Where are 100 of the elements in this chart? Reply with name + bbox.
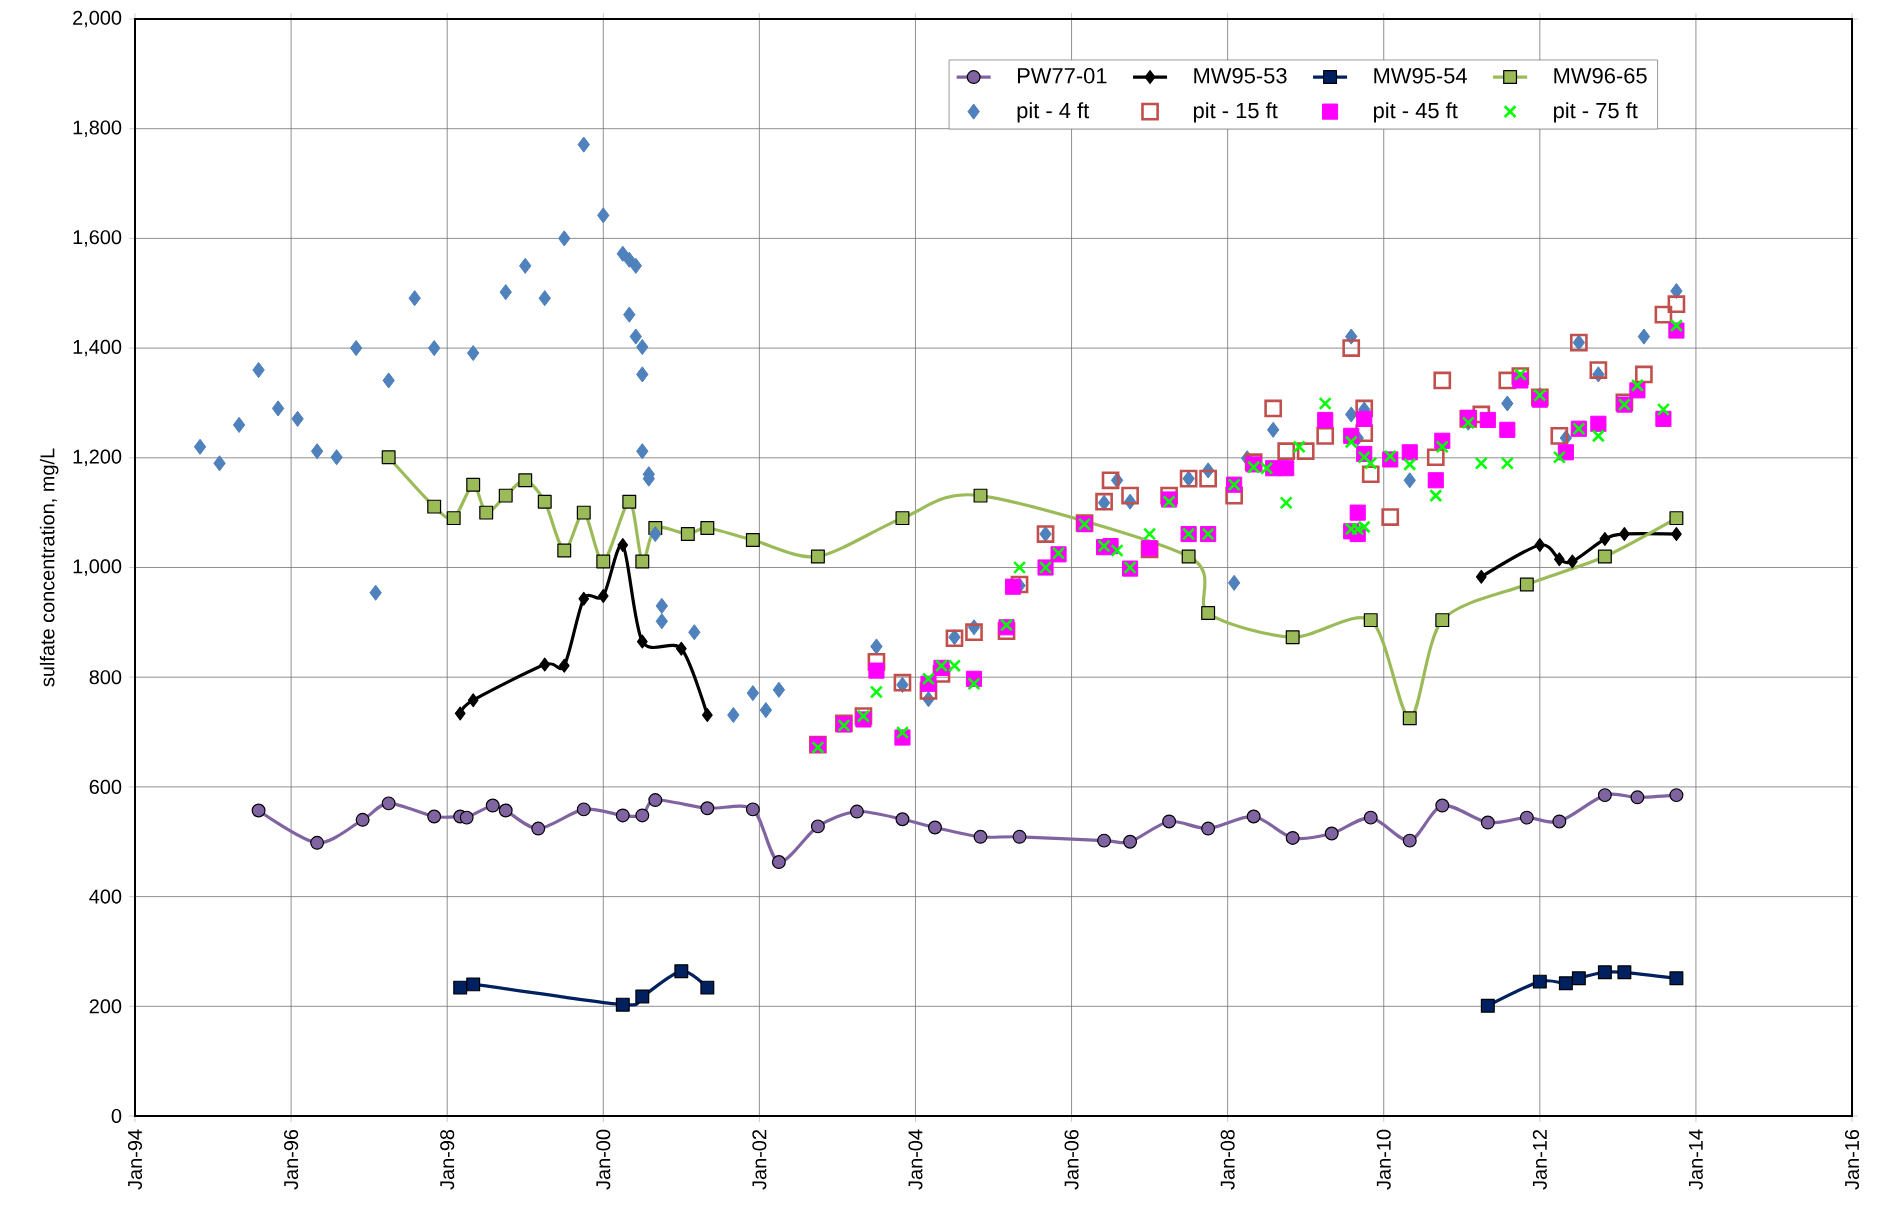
- legend-label: MW96-65: [1554, 67, 1647, 84]
- x-tick-label: Jan-96: [284, 1129, 299, 1190]
- point: [1316, 426, 1335, 445]
- point: [1571, 971, 1586, 986]
- point: [1246, 809, 1261, 824]
- point: [973, 829, 988, 844]
- point: [355, 812, 370, 827]
- x-tick-label: Jan-04: [908, 1129, 923, 1190]
- y-tick-label: 1,200: [73, 449, 122, 467]
- point: [700, 521, 715, 535]
- point: [1402, 833, 1417, 848]
- point: [1597, 965, 1612, 980]
- point: [1500, 456, 1514, 470]
- point: [868, 662, 885, 679]
- point: [427, 809, 442, 824]
- point: [1435, 798, 1450, 813]
- point: [1667, 295, 1686, 314]
- point: [558, 658, 570, 673]
- point: [1292, 440, 1306, 454]
- point: [674, 964, 689, 979]
- point: [1278, 460, 1295, 477]
- point: [700, 980, 715, 995]
- point: [1403, 457, 1417, 472]
- point: [648, 793, 663, 808]
- y-tick-label: 400: [89, 889, 122, 904]
- point: [1277, 442, 1296, 461]
- point: [453, 980, 468, 995]
- y-tick-label: 600: [89, 779, 122, 794]
- point: [1655, 410, 1672, 427]
- point: [1435, 613, 1450, 628]
- legend-label: pit - 45 ft: [1373, 102, 1458, 123]
- point: [1012, 560, 1027, 575]
- y-tick-label: 1,000: [73, 559, 122, 576]
- point: [1669, 788, 1684, 803]
- point: [1553, 552, 1565, 567]
- point: [869, 685, 884, 699]
- y-tick-label: 2,000: [73, 10, 122, 28]
- point: [1402, 711, 1417, 726]
- point: [1480, 998, 1495, 1013]
- point: [1363, 810, 1378, 825]
- point: [454, 706, 466, 721]
- point: [921, 672, 936, 686]
- point: [1619, 527, 1630, 542]
- point: [1324, 826, 1339, 841]
- point: [1097, 833, 1112, 848]
- y-tick-label: 1,400: [73, 339, 122, 357]
- point: [557, 543, 572, 558]
- point: [1534, 538, 1546, 552]
- point: [810, 549, 825, 564]
- y-tick-label: 800: [89, 670, 122, 685]
- point: [1181, 549, 1196, 564]
- point: [999, 618, 1014, 632]
- point: [675, 641, 687, 656]
- point: [539, 657, 551, 672]
- point: [1401, 444, 1418, 461]
- point: [635, 808, 650, 823]
- point: [745, 533, 760, 548]
- point: [1479, 411, 1496, 429]
- point: [617, 538, 629, 552]
- point: [498, 803, 513, 818]
- point: [1669, 971, 1684, 986]
- point: [1597, 788, 1612, 803]
- x-tick-label: Jan-98: [440, 1129, 455, 1190]
- point: [1552, 450, 1566, 464]
- point: [479, 505, 494, 520]
- point: [615, 808, 630, 823]
- point: [1004, 578, 1022, 595]
- point: [310, 835, 325, 850]
- point: [1474, 456, 1488, 470]
- point: [1597, 549, 1612, 564]
- point: [1285, 630, 1300, 645]
- x-tick-label: Jan-12: [1532, 1130, 1547, 1190]
- point: [1285, 830, 1300, 845]
- point: [1519, 810, 1534, 825]
- point: [1519, 577, 1534, 592]
- point: [1342, 339, 1361, 357]
- y-tick-label: 200: [89, 999, 122, 1014]
- point: [1110, 543, 1124, 558]
- y-axis-title: sulfate concentration, mg/L: [39, 448, 59, 687]
- point: [895, 511, 910, 526]
- point: [485, 798, 500, 813]
- point: [1591, 429, 1606, 443]
- point: [1552, 814, 1567, 829]
- point: [381, 796, 396, 811]
- point: [1532, 974, 1547, 989]
- point: [745, 802, 760, 817]
- point: [1671, 527, 1682, 542]
- point: [1381, 508, 1400, 526]
- point: [1142, 527, 1157, 541]
- legend-label: pit - 4 ft: [1017, 102, 1090, 123]
- point: [622, 494, 637, 509]
- point: [849, 804, 864, 819]
- point: [1669, 318, 1684, 333]
- x-tick-label: Jan-14: [1688, 1129, 1703, 1190]
- point: [578, 591, 590, 606]
- y-tick-label: 0: [111, 1108, 122, 1124]
- point: [635, 989, 650, 1004]
- point: [596, 554, 611, 569]
- point: [1429, 488, 1443, 503]
- point: [1318, 396, 1332, 411]
